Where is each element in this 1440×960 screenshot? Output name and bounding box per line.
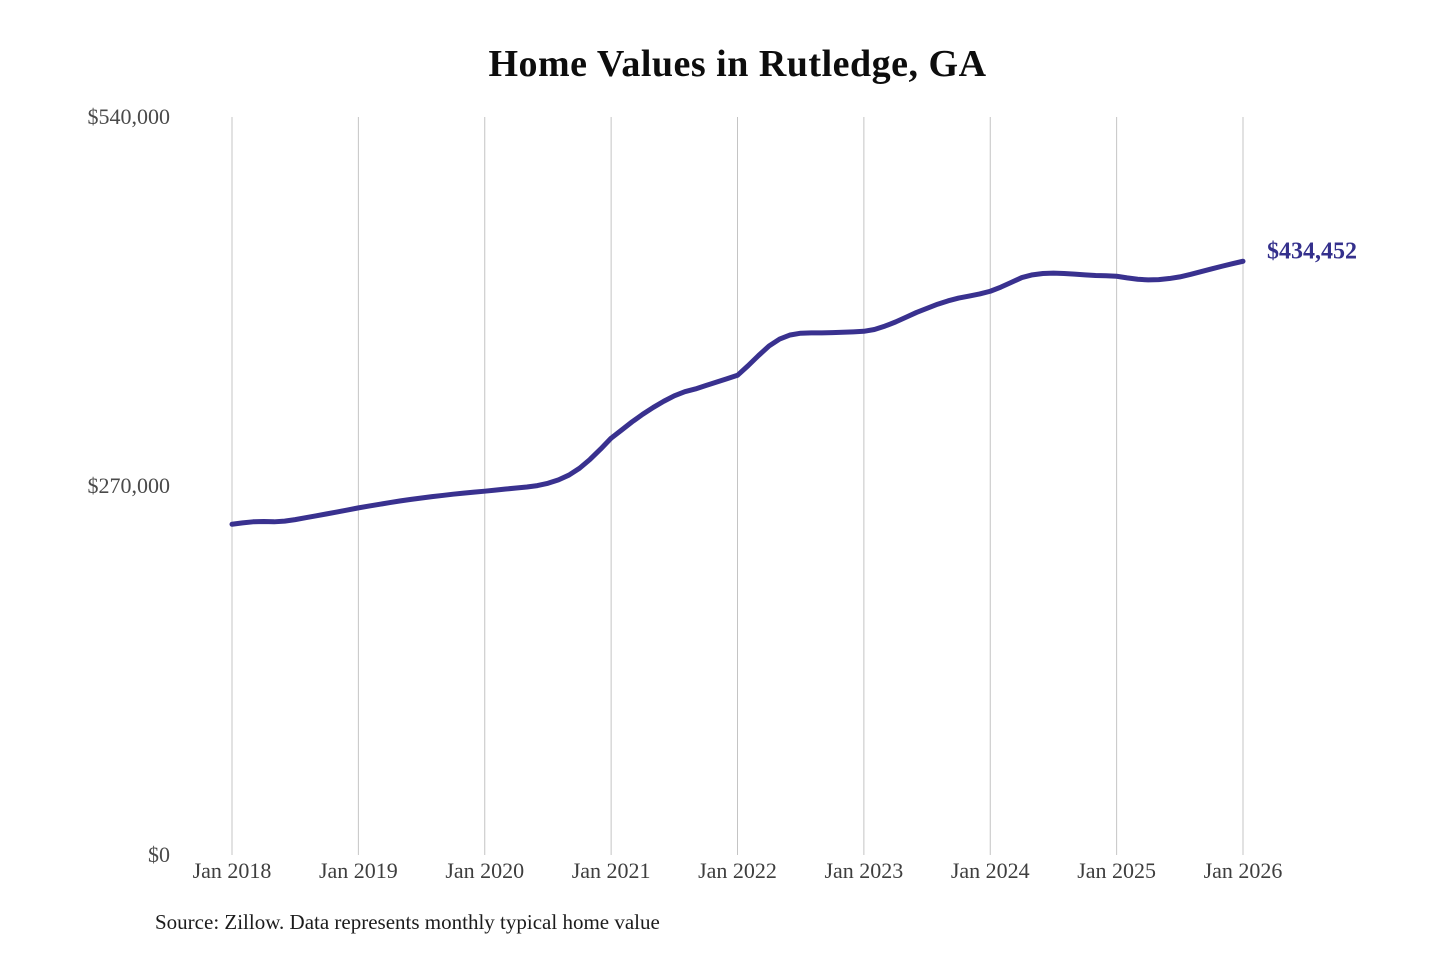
x-axis-tick-jan-2023: Jan 2023 <box>824 858 904 883</box>
y-axis-tick-540000: $540,000 <box>87 104 171 129</box>
chart-title: Home Values in Rutledge, GA <box>488 43 987 85</box>
y-axis-tick-270000: $270,000 <box>87 473 171 498</box>
y-axis-tick-0: $0 <box>148 842 170 867</box>
x-axis-tick-jan-2020: Jan 2020 <box>445 858 525 883</box>
x-axis-tick-jan-2026: Jan 2026 <box>1203 858 1283 883</box>
home-value-line <box>229 258 1246 527</box>
x-axis-tick-jan-2021: Jan 2021 <box>571 858 651 883</box>
x-axis-tick-jan-2022: Jan 2022 <box>698 858 777 883</box>
source-note: Source: Zillow. Data represents monthly … <box>155 910 660 934</box>
x-axis-tick-jan-2019: Jan 2019 <box>318 858 398 883</box>
x-axis-tick-jan-2025: Jan 2025 <box>1077 858 1157 883</box>
latest-value-label: $434,452 <box>1267 238 1357 265</box>
x-axis-tick-jan-2018: Jan 2018 <box>192 858 272 883</box>
x-axis-tick-jan-2024: Jan 2024 <box>950 858 1030 883</box>
